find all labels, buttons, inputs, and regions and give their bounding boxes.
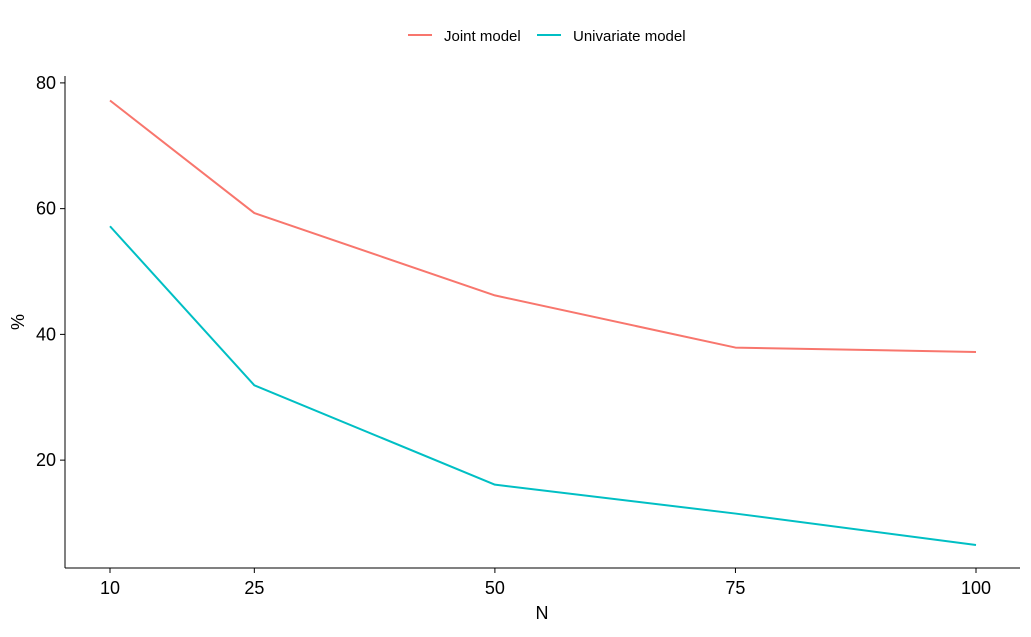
x-tick-label: 25 [244, 578, 264, 598]
y-tick-label: 80 [36, 73, 56, 93]
y-tick-label: 40 [36, 324, 56, 344]
y-tick-label: 20 [36, 450, 56, 470]
y-tick-label: 60 [36, 199, 56, 219]
x-tick-label: 100 [961, 578, 991, 598]
legend: Joint model Univariate model [408, 28, 686, 45]
legend-label-univariate-model: Univariate model [573, 28, 686, 45]
series-lines [109, 99, 977, 546]
axes [64, 76, 1020, 569]
y-ticks: 20 40 60 80 [36, 73, 65, 470]
y-axis-label: % [8, 314, 28, 330]
series-line-joint-model [109, 99, 977, 353]
legend-label-joint-model: Joint model [444, 28, 521, 45]
x-tick-label: 10 [100, 578, 120, 598]
x-tick-label: 75 [725, 578, 745, 598]
series-line-univariate-model [109, 225, 977, 546]
x-ticks: 10 25 50 75 100 [100, 568, 991, 598]
x-tick-label: 50 [485, 578, 505, 598]
x-axis-label: N [536, 603, 549, 623]
